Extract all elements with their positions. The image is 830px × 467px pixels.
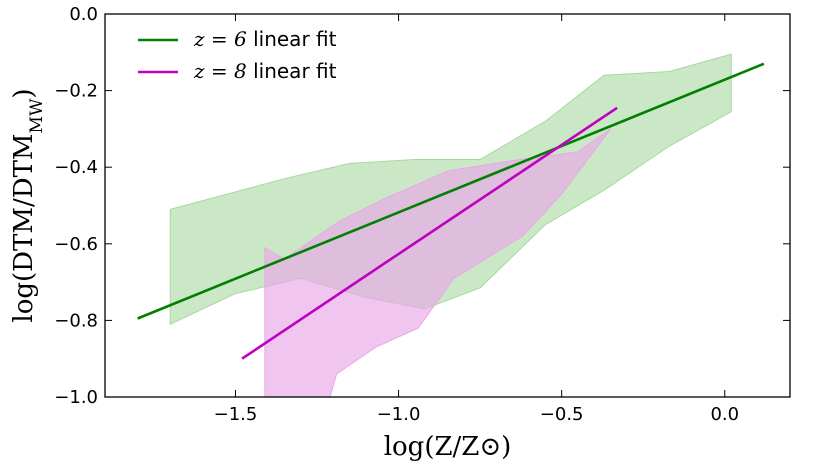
y-axis-label-close: )	[9, 88, 39, 98]
x-tick-label: 0.0	[710, 404, 739, 425]
fit-line-z8	[241, 106, 618, 360]
legend-label: z = 6 linear fit	[193, 27, 337, 51]
x-tick-label: −1.5	[214, 404, 258, 425]
x-tick-label: −1.0	[377, 404, 421, 425]
plot-frame	[104, 13, 791, 398]
y-tick-label: −0.4	[54, 157, 98, 178]
legend-label: z = 8 linear fit	[193, 59, 337, 83]
legend-label-text: linear fit	[247, 27, 337, 51]
legend-label-math: z = 8	[193, 59, 247, 83]
y-tick-label: −0.8	[54, 310, 98, 331]
band-z8	[264, 128, 611, 398]
axis-ticks: −1.5 −1.0 −0.5 0.0 0.0 −0.2 −0.4 −0.6 −0.8 −1.0	[54, 4, 790, 425]
y-axis-label: log(DTM/DTMMW)	[9, 88, 47, 322]
x-tick-label: −0.5	[540, 404, 584, 425]
confidence-bands	[169, 53, 732, 398]
y-axis-label-subscript: MW	[27, 98, 47, 133]
fit-lines	[137, 62, 765, 360]
legend-label-text: linear fit	[247, 59, 337, 83]
y-tick-label: 0.0	[69, 4, 98, 25]
legend-label-math: z = 6	[193, 27, 247, 51]
fit-line-z6	[137, 62, 765, 320]
y-tick-label: −0.6	[54, 234, 98, 255]
y-tick-label: −1.0	[54, 387, 98, 408]
x-axis-label: log(Z/Z⊙)	[384, 432, 512, 462]
y-tick-label: −0.2	[54, 81, 98, 102]
y-axis-label-main: log(DTM/DTM	[9, 133, 39, 322]
